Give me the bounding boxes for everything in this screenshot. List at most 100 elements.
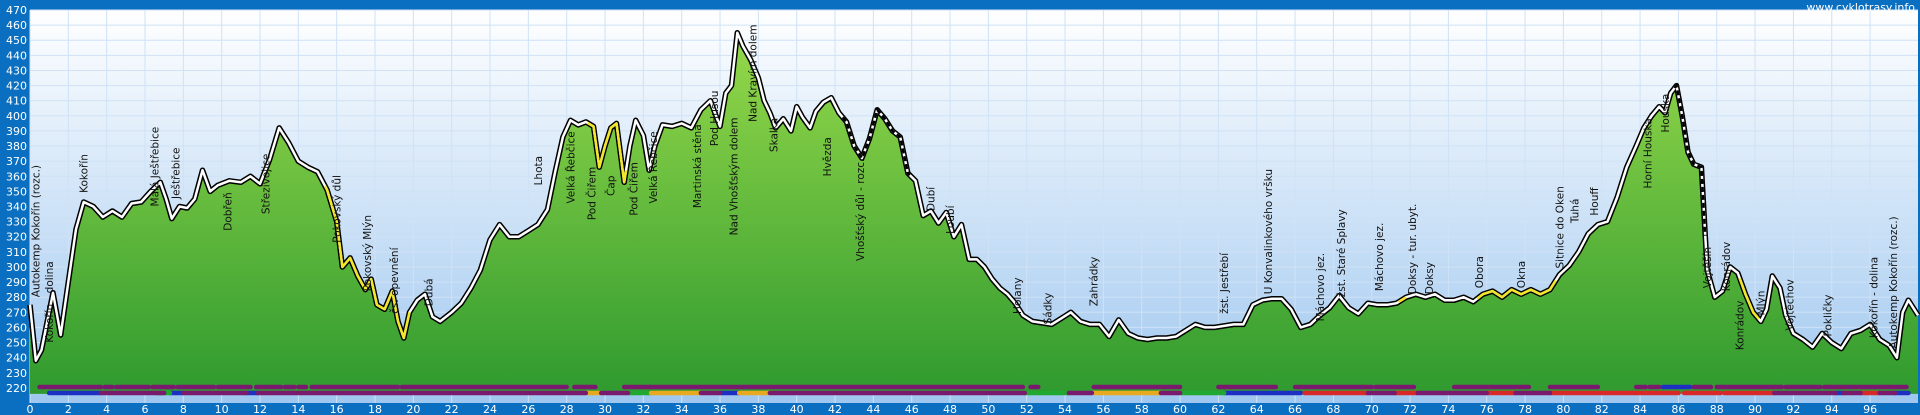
place-label: U Konvalinkového vršku bbox=[1263, 169, 1275, 294]
x-tick-label: 28 bbox=[560, 403, 574, 415]
place-label: Sitnice do Oken bbox=[1554, 186, 1566, 268]
x-tick-label: 84 bbox=[1633, 403, 1647, 415]
x-tick-label: 62 bbox=[1211, 403, 1225, 415]
x-tick-label: 6 bbox=[142, 403, 149, 415]
x-tick-label: 0 bbox=[27, 403, 34, 415]
y-tick-label: 260 bbox=[6, 321, 27, 334]
y-tick-label: 220 bbox=[6, 382, 27, 395]
y-tick-label: 340 bbox=[6, 201, 27, 214]
y-tick-label: 380 bbox=[6, 140, 27, 153]
place-label: Vojtěšín bbox=[1702, 247, 1714, 288]
dashed-segment bbox=[841, 107, 911, 176]
x-tick-label: 12 bbox=[253, 403, 267, 415]
x-tick-label: 40 bbox=[790, 403, 804, 415]
place-label: Střezivojice bbox=[261, 154, 273, 214]
x-tick-label: 70 bbox=[1365, 403, 1379, 415]
x-tick-label: 94 bbox=[1825, 403, 1839, 415]
x-tick-label: 54 bbox=[1058, 403, 1072, 415]
highlight-segment bbox=[1476, 279, 1557, 300]
x-tick-label: 60 bbox=[1173, 403, 1187, 415]
x-tick-label: 46 bbox=[905, 403, 919, 415]
place-label: Pod Čiřem bbox=[585, 167, 598, 220]
y-tick-label: 370 bbox=[6, 155, 27, 168]
place-label: Máchovo jez. bbox=[1315, 253, 1327, 322]
y-tick-label: 230 bbox=[6, 367, 27, 380]
place-label: Holany bbox=[1012, 277, 1024, 314]
x-tick-label: 22 bbox=[445, 403, 459, 415]
x-tick-label: 50 bbox=[981, 403, 995, 415]
place-label: Mlýn bbox=[1756, 291, 1768, 316]
x-tick-label: 80 bbox=[1556, 403, 1570, 415]
place-label: Pokovský důl bbox=[332, 175, 344, 243]
y-tick-label: 270 bbox=[6, 306, 27, 319]
place-label: Vojtěchov bbox=[1784, 279, 1796, 330]
x-tick-label: 58 bbox=[1135, 403, 1149, 415]
place-label: Okna bbox=[1516, 261, 1528, 288]
place-label: Pokličky bbox=[1823, 294, 1835, 336]
x-tick-label: 14 bbox=[291, 403, 305, 415]
y-tick-label: 390 bbox=[6, 125, 27, 138]
highlight-segment bbox=[1738, 277, 1760, 320]
y-tick-label: 310 bbox=[6, 246, 27, 259]
place-label: Pokovský Mlýn bbox=[362, 215, 374, 291]
x-tick-label: 2 bbox=[65, 403, 72, 415]
x-tick-label: 10 bbox=[215, 403, 229, 415]
x-tick-label: 8 bbox=[180, 403, 187, 415]
place-label: Konrádov bbox=[1721, 242, 1733, 292]
x-tick-label: 92 bbox=[1786, 403, 1800, 415]
place-label: Velká Řebčice bbox=[564, 131, 577, 203]
x-tick-label: 4 bbox=[103, 403, 110, 415]
place-label: Doksy - tur. ubyt. bbox=[1407, 204, 1419, 295]
place-label: Autokemp Kokořín (rozc.) bbox=[31, 165, 43, 297]
x-tick-label: 64 bbox=[1250, 403, 1264, 415]
place-label: Kokořín bbox=[79, 154, 91, 193]
place-label: Pod Čiřem bbox=[628, 162, 641, 215]
x-axis-ticks: 0 2 4 6 8 10 12 14 16 18 20 22 24 26 28 30 32 34 36 38 40 42 4… bbox=[27, 403, 1878, 415]
x-tick-label: 26 bbox=[521, 403, 535, 415]
place-label: Martinská stěna bbox=[692, 124, 704, 208]
place-label: Skalka bbox=[769, 118, 781, 152]
x-tick-label: 52 bbox=[1020, 403, 1034, 415]
place-label: Tuhá bbox=[1570, 199, 1582, 225]
place-label: Dubá bbox=[424, 278, 436, 306]
x-tick-label: 48 bbox=[943, 403, 957, 415]
y-axis-ticks: 220 230 240 250 260 270 280 290 300 310 320 330 340 3… bbox=[6, 4, 27, 395]
place-label: čs. opevnění bbox=[389, 246, 401, 313]
y-tick-label: 300 bbox=[6, 261, 27, 274]
place-label: Dubí bbox=[926, 186, 938, 211]
y-tick-label: 460 bbox=[6, 19, 27, 32]
y-tick-label: 320 bbox=[6, 231, 27, 244]
place-label: Zahrádky bbox=[1089, 257, 1101, 307]
y-tick-label: 410 bbox=[6, 95, 27, 108]
x-tick-label: 16 bbox=[330, 403, 344, 415]
x-tick-label: 96 bbox=[1863, 403, 1877, 415]
place-label: Pod Husou bbox=[709, 91, 721, 146]
y-tick-label: 450 bbox=[6, 34, 27, 47]
dashed-segment bbox=[1673, 82, 1707, 236]
place-label: Lhota bbox=[533, 156, 545, 185]
y-tick-label: 440 bbox=[6, 49, 27, 62]
x-tick-label: 86 bbox=[1671, 403, 1685, 415]
x-tick-label: 42 bbox=[828, 403, 842, 415]
y-tick-label: 290 bbox=[6, 276, 27, 289]
place-labels: Autokemp Kokořín (rozc.)Kokořín - dolina… bbox=[31, 25, 1900, 351]
x-tick-label: 34 bbox=[675, 403, 689, 415]
x-tick-label: 30 bbox=[598, 403, 612, 415]
place-label: Dobřeň bbox=[222, 192, 234, 230]
site-credit[interactable]: www.cyklotrasy.info bbox=[1806, 1, 1915, 14]
place-label: Vhošťský důl - rozc. bbox=[855, 159, 867, 261]
x-tick-label: 90 bbox=[1748, 403, 1762, 415]
place-label: Hvězda bbox=[822, 137, 834, 176]
x-tick-label: 78 bbox=[1518, 403, 1532, 415]
highlight-segment bbox=[1397, 296, 1407, 304]
place-label: Kokořín - dolina bbox=[44, 261, 56, 342]
y-tick-label: 350 bbox=[6, 185, 27, 198]
x-tick-label: 18 bbox=[368, 403, 382, 415]
highlight-segment bbox=[587, 121, 628, 184]
place-label: Konrádov bbox=[1735, 301, 1747, 351]
place-label: Kokořín - dolina bbox=[1869, 257, 1881, 338]
place-label: Obora bbox=[1474, 256, 1486, 288]
place-label: Sádky bbox=[1043, 293, 1055, 325]
